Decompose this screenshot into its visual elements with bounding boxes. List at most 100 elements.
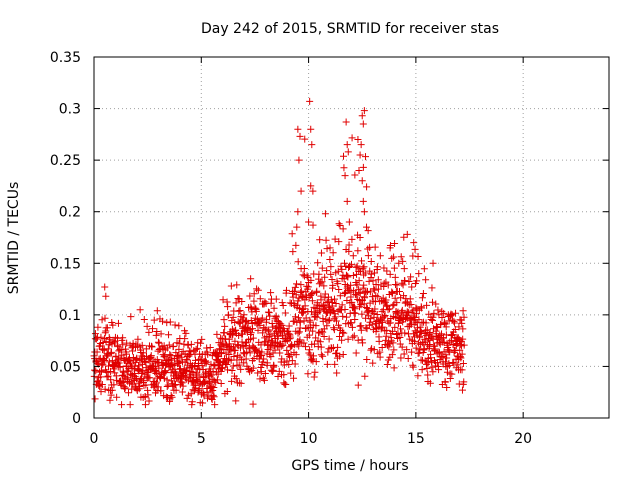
data-point xyxy=(331,235,339,243)
data-point xyxy=(295,156,303,164)
data-point xyxy=(310,352,318,360)
data-point xyxy=(303,272,311,280)
data-point xyxy=(272,313,280,321)
data-point xyxy=(144,391,152,399)
data-point xyxy=(391,239,399,247)
data-point xyxy=(213,330,221,338)
data-point xyxy=(432,300,440,308)
data-point xyxy=(345,247,353,255)
data-point xyxy=(375,337,383,345)
data-point xyxy=(288,230,296,238)
data-point xyxy=(328,276,336,284)
data-point xyxy=(408,283,416,291)
data-point xyxy=(312,322,320,330)
data-point xyxy=(427,354,435,362)
data-point xyxy=(404,355,412,363)
data-point xyxy=(277,320,285,328)
data-point xyxy=(103,373,111,381)
data-point xyxy=(350,332,358,340)
data-point xyxy=(152,370,160,378)
data-point xyxy=(166,351,174,359)
data-point xyxy=(345,241,353,249)
data-point xyxy=(358,112,366,120)
data-point xyxy=(187,340,195,348)
data-point xyxy=(129,347,137,355)
data-point xyxy=(330,326,338,334)
data-point xyxy=(204,350,212,358)
data-point xyxy=(457,354,465,362)
data-point xyxy=(360,208,368,216)
data-point xyxy=(258,314,266,322)
data-point xyxy=(344,335,352,343)
data-point xyxy=(446,374,454,382)
data-point xyxy=(409,363,417,371)
data-point xyxy=(356,151,364,159)
data-point xyxy=(390,346,398,354)
data-point xyxy=(91,366,99,374)
data-point xyxy=(356,322,364,330)
data-point xyxy=(371,243,379,251)
data-point xyxy=(111,369,119,377)
data-point xyxy=(389,339,397,347)
data-point xyxy=(392,281,400,289)
data-point xyxy=(426,336,434,344)
data-point xyxy=(232,375,240,383)
data-point xyxy=(343,272,351,280)
data-point xyxy=(456,346,464,354)
data-point xyxy=(254,286,262,294)
data-point xyxy=(272,295,280,303)
data-point xyxy=(374,276,382,284)
data-point xyxy=(363,183,371,191)
data-point xyxy=(308,141,316,149)
data-point xyxy=(240,359,248,367)
data-point xyxy=(386,305,394,313)
data-point xyxy=(364,227,372,235)
data-point xyxy=(401,277,409,285)
data-point xyxy=(187,348,195,356)
data-point xyxy=(161,367,169,375)
data-point xyxy=(339,328,347,336)
plot-frame xyxy=(93,56,610,419)
data-point xyxy=(188,398,196,406)
data-point xyxy=(426,379,434,387)
data-point xyxy=(360,107,368,115)
data-point xyxy=(359,163,367,171)
data-point xyxy=(362,289,370,297)
data-point xyxy=(157,330,165,338)
data-point xyxy=(264,308,272,316)
data-point xyxy=(233,281,241,289)
data-point xyxy=(278,299,286,307)
data-point xyxy=(309,221,317,229)
data-point xyxy=(279,341,287,349)
data-point xyxy=(357,301,365,309)
data-point xyxy=(141,401,149,409)
data-point xyxy=(150,316,158,324)
data-point xyxy=(101,334,109,342)
data-point xyxy=(107,391,115,399)
data-point xyxy=(116,363,124,371)
data-point xyxy=(257,363,265,371)
data-point xyxy=(227,282,235,290)
data-point xyxy=(408,348,416,356)
data-point xyxy=(391,294,399,302)
data-point xyxy=(235,307,243,315)
data-point xyxy=(127,370,135,378)
data-point xyxy=(423,364,431,372)
data-point xyxy=(126,401,134,409)
data-point xyxy=(177,365,185,373)
data-point xyxy=(301,135,309,143)
data-point xyxy=(125,389,133,397)
data-point xyxy=(418,294,426,302)
data-point xyxy=(218,350,226,358)
data-point xyxy=(163,319,171,327)
data-point xyxy=(154,338,162,346)
data-point xyxy=(169,342,177,350)
data-point xyxy=(414,253,422,261)
data-point xyxy=(451,319,459,327)
data-point xyxy=(458,386,466,394)
data-point xyxy=(294,125,302,133)
data-point xyxy=(304,273,312,281)
data-point xyxy=(229,330,237,338)
data-point xyxy=(331,313,339,321)
data-point xyxy=(364,287,372,295)
